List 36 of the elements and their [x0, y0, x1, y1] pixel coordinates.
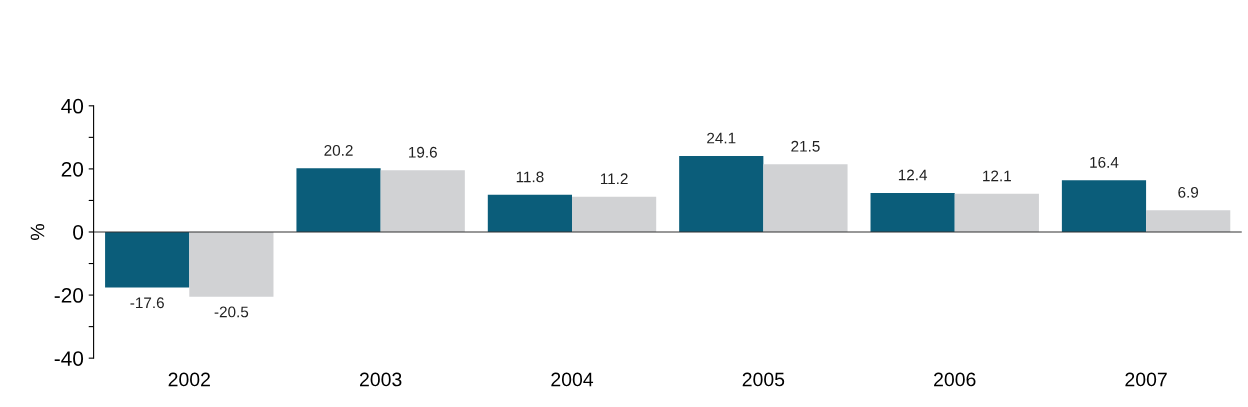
bar [763, 164, 848, 232]
y-tick-label: 0 [73, 224, 84, 240]
data-label: 24.1 [707, 132, 736, 144]
data-label: 21.5 [791, 140, 820, 152]
bar [1061, 180, 1147, 232]
data-label: 6.9 [1178, 186, 1199, 198]
data-label: -20.5 [214, 306, 249, 318]
bar [189, 231, 274, 297]
y-tick-label: -40 [54, 351, 84, 366]
bar [105, 231, 190, 288]
bar [1146, 210, 1231, 232]
x-tick-label: 2003 [359, 372, 402, 387]
y-tick-label: -20 [54, 288, 84, 303]
y-tick-label: 40 [61, 98, 84, 114]
data-label: 11.2 [600, 173, 628, 185]
bar [380, 170, 465, 232]
x-tick-label: 2007 [1125, 372, 1167, 387]
bar [870, 192, 955, 232]
data-label: 20.2 [324, 144, 353, 156]
data-label: 12.1 [983, 170, 1011, 182]
bar [954, 193, 1039, 232]
bar [296, 168, 381, 232]
y-tick-label: 20 [61, 161, 84, 177]
x-tick-label: 2004 [551, 372, 594, 387]
data-label: 12.4 [898, 169, 928, 181]
y-axis-title: % [30, 224, 45, 240]
bar [572, 196, 657, 232]
x-tick-label: 2005 [742, 372, 785, 387]
x-tick-label: 2006 [934, 372, 976, 387]
bar [487, 194, 572, 232]
data-label: 16.4 [1090, 156, 1119, 168]
x-tick-label: 2002 [168, 372, 210, 387]
data-label: 11.8 [516, 171, 544, 183]
data-label: 19.6 [409, 146, 437, 158]
bar [679, 155, 764, 232]
data-label: -17.6 [130, 297, 164, 309]
